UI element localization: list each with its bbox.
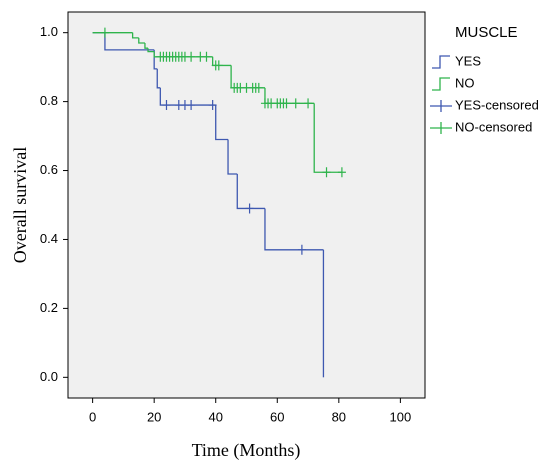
x-tick-label: 60	[270, 409, 284, 424]
survival-step	[159, 87, 216, 106]
survival-step	[215, 105, 229, 141]
censor-mark	[162, 100, 171, 111]
censor-mark	[245, 203, 254, 214]
survival-step	[138, 37, 145, 44]
legend-label: NO	[455, 75, 475, 90]
survival-step	[104, 32, 155, 51]
legend-label: NO-censored	[455, 119, 532, 134]
censor-mark	[291, 98, 300, 109]
censor-mark	[208, 100, 217, 111]
legend-symbol	[430, 100, 452, 112]
y-tick-label: 0.4	[40, 231, 58, 246]
legend-label: YES-censored	[455, 97, 539, 112]
y-tick-label: 0.8	[40, 93, 58, 108]
legend-symbol	[430, 122, 452, 134]
x-axis-title: Time (Months)	[192, 440, 301, 461]
x-tick-label: 100	[390, 409, 412, 424]
legend-label: YES	[455, 53, 481, 68]
censor-mark	[100, 27, 109, 38]
censor-mark	[187, 51, 196, 62]
x-tick-label: 40	[208, 409, 222, 424]
censor-mark	[282, 98, 291, 109]
survival-step	[313, 103, 342, 173]
y-tick-label: 0.2	[40, 300, 58, 315]
x-tick-label: 20	[147, 409, 161, 424]
x-tick-label: 80	[332, 409, 346, 424]
survival-step	[147, 48, 155, 53]
censor-mark	[214, 60, 223, 71]
censor-mark	[337, 167, 346, 178]
legend-symbol	[432, 55, 450, 69]
censor-mark	[187, 100, 196, 111]
censor-mark	[297, 244, 306, 255]
survival-step	[227, 139, 238, 175]
y-tick-label: 0.6	[40, 162, 58, 177]
survival-step	[144, 43, 149, 49]
censor-mark	[304, 98, 313, 109]
plot-area	[67, 11, 426, 399]
legend-symbol	[432, 77, 450, 91]
survival-step	[131, 32, 139, 39]
survival-step	[156, 68, 161, 89]
censor-mark	[202, 51, 211, 62]
y-tick-label: 0.0	[40, 369, 58, 384]
legend-title: MUSCLE	[455, 24, 518, 41]
censor-mark	[254, 82, 263, 93]
y-axis-title: Overall survival	[10, 147, 30, 263]
y-tick-label: 1.0	[40, 24, 58, 39]
x-tick-label: 0	[89, 409, 96, 424]
censor-mark	[322, 167, 331, 178]
survival-step	[236, 173, 265, 210]
